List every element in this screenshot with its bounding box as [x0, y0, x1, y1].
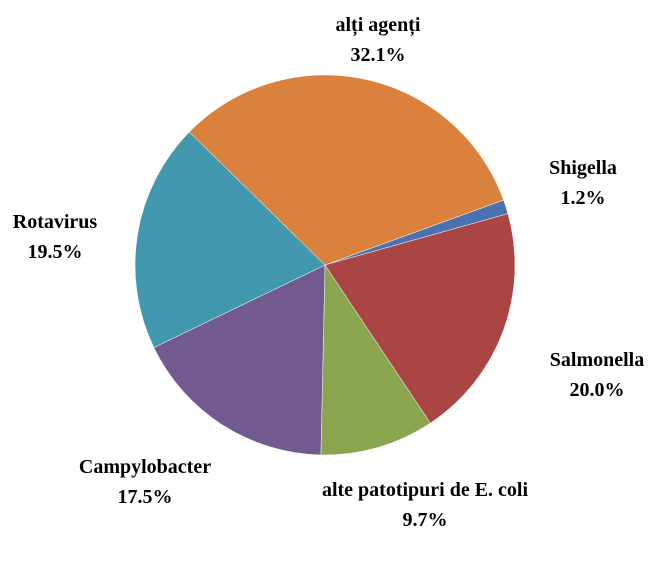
value-label: 32.1%	[350, 44, 406, 66]
category-label: alți agenți	[335, 14, 421, 36]
value-label: 1.2%	[560, 187, 606, 209]
slice-label: Shigella 1.2%	[483, 153, 664, 213]
pie-slice	[153, 264, 326, 456]
category-label: Campylobacter	[78, 456, 212, 478]
value-label: 19.5%	[27, 241, 83, 263]
pie-slice	[134, 131, 326, 348]
value-label: 9.7%	[402, 509, 448, 531]
slice-label: alte patotipuri de E. coli 9.7%	[320, 475, 530, 535]
value-label: 20.0%	[569, 379, 625, 401]
pie-slice	[188, 74, 504, 266]
category-label: Shigella	[549, 157, 617, 179]
value-label: 17.5%	[117, 486, 173, 508]
slice-label: Rotavirus 19.5%	[0, 207, 115, 267]
slice-label: Campylobacter 17.5%	[45, 452, 245, 512]
slice-label: alți agenți 32.1%	[278, 10, 478, 70]
category-label: Salmonella	[549, 349, 645, 371]
category-label: Rotavirus	[12, 211, 98, 233]
pie-slice	[324, 213, 516, 424]
category-label: alte patotipuri de E. coli	[321, 479, 529, 501]
pie-slice	[320, 264, 431, 456]
slice-label: Salmonella 20.0%	[497, 345, 664, 405]
